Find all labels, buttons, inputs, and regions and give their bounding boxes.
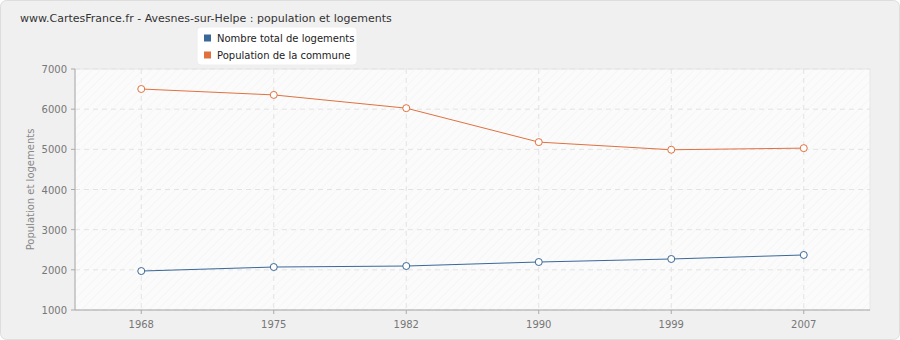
grid-line	[273, 69, 274, 310]
background	[1, 1, 900, 340]
tick-label: 1999	[659, 319, 684, 330]
point[interactable]	[535, 259, 542, 266]
tick-mark	[71, 269, 75, 270]
point[interactable]	[800, 251, 807, 258]
tick-mark	[71, 189, 75, 190]
point[interactable]	[668, 146, 675, 153]
tick-mark	[141, 310, 142, 314]
tick-mark	[538, 310, 539, 314]
tick-label: 4000	[42, 185, 67, 196]
tick-mark	[71, 149, 75, 150]
tick-label: 2007	[791, 319, 816, 330]
tick-label: 1968	[129, 319, 154, 330]
point[interactable]	[138, 268, 145, 275]
tick-mark	[71, 310, 75, 311]
grid-line	[75, 69, 870, 70]
series-group	[138, 86, 808, 275]
plot-area	[75, 69, 870, 310]
tick-label: 1000	[42, 305, 67, 316]
grid-line	[671, 69, 672, 310]
tick-mark	[406, 310, 407, 314]
point[interactable]	[668, 255, 675, 262]
point[interactable]	[535, 139, 542, 146]
tick-label: 1990	[526, 319, 551, 330]
tick-mark	[71, 109, 75, 110]
point[interactable]	[403, 263, 410, 270]
chart: 1000 2000 3000 4000 5000 6000 7000 1968 1975 1982…	[0, 0, 900, 340]
series-line	[141, 89, 804, 150]
tick-label: 3000	[42, 225, 67, 236]
point[interactable]	[270, 91, 277, 98]
tick-mark	[273, 310, 274, 314]
legend-swatch	[204, 52, 211, 59]
point[interactable]	[800, 145, 807, 152]
legend-box	[197, 27, 357, 65]
axis-line	[75, 69, 76, 310]
point[interactable]	[138, 86, 145, 93]
tick-mark	[671, 310, 672, 314]
legend: Nombre total de logements Population de l…	[197, 27, 357, 65]
tick-label: 7000	[42, 64, 67, 75]
point[interactable]	[403, 105, 410, 112]
legend-label: Population de la commune	[217, 50, 350, 61]
tick-mark	[803, 310, 804, 314]
tick-label: 1982	[394, 319, 419, 330]
point[interactable]	[270, 264, 277, 271]
axis-line	[75, 310, 870, 311]
grid-line	[803, 69, 804, 310]
tick-mark	[71, 229, 75, 230]
title: www.CartesFrance.fr - Avesnes-sur-Helpe …	[20, 12, 392, 25]
axis-title: Population et logements	[25, 129, 36, 251]
grid-line	[75, 109, 870, 110]
grid-line	[75, 189, 870, 190]
series-line	[141, 255, 804, 271]
grid-line	[538, 69, 539, 310]
tick-label: 5000	[42, 144, 67, 155]
legend-swatch	[204, 35, 211, 42]
grid-line	[75, 229, 870, 230]
tick-label: 2000	[42, 265, 67, 276]
tick-mark	[71, 69, 75, 70]
tick-label: 6000	[42, 104, 67, 115]
legend-label: Nombre total de logements	[217, 33, 354, 44]
grid-line	[75, 310, 870, 311]
tick-label: 1975	[261, 319, 286, 330]
